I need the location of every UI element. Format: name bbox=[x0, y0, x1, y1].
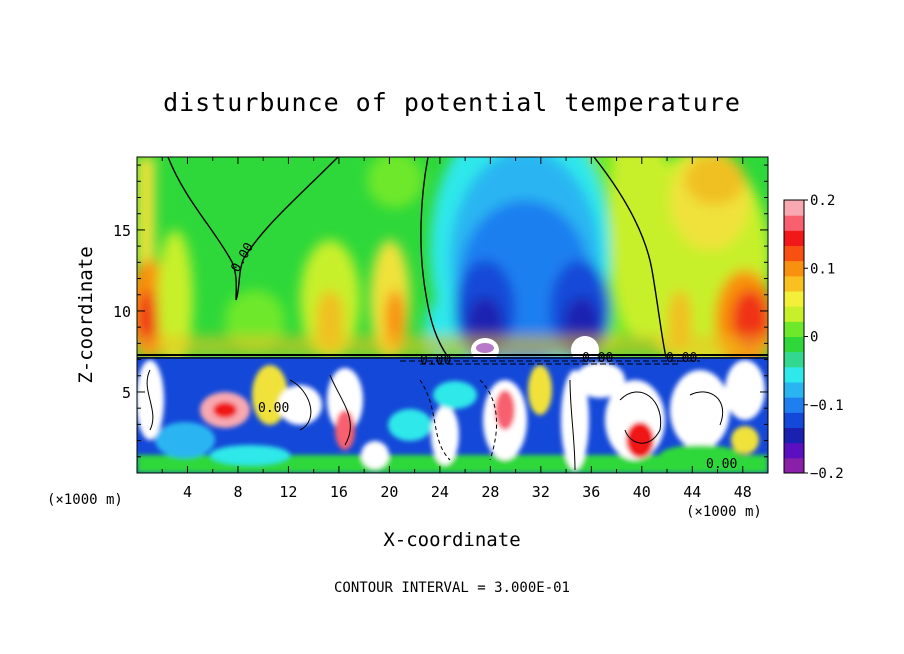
field-patch bbox=[431, 405, 459, 465]
field-patch bbox=[433, 381, 477, 409]
colorbar-label: 0 bbox=[810, 330, 818, 346]
x-tick-label: 32 bbox=[532, 483, 550, 501]
x-tick-label: 36 bbox=[582, 483, 600, 501]
upper-contours bbox=[167, 157, 667, 358]
x-tick-label: 44 bbox=[683, 483, 701, 501]
y-axis: 5 10 15 bbox=[113, 164, 768, 458]
colorbar-swatch bbox=[784, 351, 804, 368]
field-blob bbox=[685, 157, 745, 205]
field-cap bbox=[476, 343, 494, 353]
upper-field bbox=[137, 157, 768, 390]
field-patch bbox=[528, 365, 552, 415]
contour-line bbox=[479, 379, 498, 461]
x-axis: 4 8 12 16 20 24 28 32 36 40 44 48 bbox=[161, 157, 752, 501]
colorbar-label: 0.1 bbox=[810, 261, 835, 277]
x-tick-label: 24 bbox=[431, 483, 449, 501]
contour-line bbox=[689, 391, 724, 426]
x-axis-label: X-coordinate bbox=[383, 529, 520, 551]
plot-area bbox=[137, 157, 768, 473]
colorbar-label: −0.1 bbox=[810, 398, 844, 414]
contour-line bbox=[289, 379, 312, 431]
colorbar-label: 0.2 bbox=[810, 193, 835, 209]
colorbar-swatch bbox=[784, 336, 804, 353]
field-blob bbox=[367, 157, 423, 208]
field-patch bbox=[210, 445, 290, 465]
y-tick-label: 15 bbox=[113, 222, 131, 240]
colorbar-swatch bbox=[784, 321, 804, 337]
x-tick-label: 40 bbox=[633, 483, 651, 501]
x-unit-left: (×1000 m) bbox=[47, 492, 123, 508]
field-band bbox=[137, 455, 768, 473]
y-axis-label: Z-coordinate bbox=[75, 246, 97, 383]
colorbar-swatch bbox=[784, 245, 804, 262]
colorbar-swatch bbox=[784, 260, 804, 277]
colorbar-swatch bbox=[784, 291, 804, 307]
x-tick-label: 8 bbox=[233, 483, 242, 501]
contour-line bbox=[146, 369, 154, 431]
colorbar-swatch bbox=[784, 366, 804, 383]
contour-line bbox=[593, 157, 667, 358]
field-patch bbox=[660, 445, 740, 465]
x-tick-label: 20 bbox=[380, 483, 398, 501]
field-band bbox=[137, 335, 768, 357]
lower-field bbox=[137, 357, 768, 473]
inversion-layer bbox=[137, 354, 768, 365]
colorbar-swatch bbox=[784, 397, 804, 413]
field-patch bbox=[670, 370, 730, 450]
contour-label: 0.00 bbox=[258, 401, 289, 416]
field-patch bbox=[361, 441, 389, 469]
field-patch bbox=[327, 368, 363, 432]
field-patch bbox=[155, 422, 215, 458]
colorbar-swatch bbox=[784, 306, 804, 322]
contour-label: 0.00 bbox=[706, 457, 737, 472]
field-patch bbox=[335, 410, 355, 450]
contour-line bbox=[619, 391, 662, 444]
x-unit-right: (×1000 m) bbox=[686, 504, 762, 520]
lower-contours bbox=[146, 369, 724, 471]
field-patch bbox=[495, 390, 515, 430]
contour-label: 0.00 bbox=[420, 353, 451, 368]
contour-interval-note: CONTOUR INTERVAL = 3.000E-01 bbox=[334, 580, 570, 596]
colorbar-swatch bbox=[784, 427, 804, 444]
colorbar-swatch bbox=[784, 230, 804, 246]
field-patch bbox=[575, 362, 625, 398]
colorbar-swatch bbox=[784, 412, 804, 428]
x-tick-label: 28 bbox=[481, 483, 499, 501]
x-tick-label: 12 bbox=[279, 483, 297, 501]
field-patch bbox=[731, 426, 759, 454]
x-tick-label: 4 bbox=[183, 483, 192, 501]
colorbar-swatch bbox=[784, 275, 804, 292]
y-tick-label: 5 bbox=[122, 384, 131, 402]
colorbar-swatch bbox=[784, 200, 804, 216]
contour-line bbox=[420, 157, 449, 358]
colorbar-swatch bbox=[784, 382, 804, 398]
colorbar-swatch bbox=[784, 215, 804, 231]
colorbar-label: −0.2 bbox=[810, 466, 844, 482]
field-patch bbox=[725, 360, 765, 420]
field-patch bbox=[388, 409, 432, 441]
x-tick-label: 48 bbox=[734, 483, 752, 501]
chart-title: disturbunce of potential temperature bbox=[163, 88, 741, 117]
field-patch bbox=[561, 370, 589, 470]
contour-label: 0.00 bbox=[582, 351, 613, 366]
colorbar: 0.2 0.1 0 −0.1 −0.2 bbox=[783, 193, 844, 482]
contour-line bbox=[569, 379, 576, 471]
plot-frame bbox=[136, 156, 769, 474]
contour-line bbox=[419, 379, 451, 461]
field-patch bbox=[213, 402, 237, 418]
x-tick-label: 16 bbox=[330, 483, 348, 501]
y-tick-label: 10 bbox=[113, 303, 131, 321]
contour-line bbox=[167, 157, 339, 301]
colorbar-swatch bbox=[784, 442, 804, 459]
contour-line bbox=[329, 374, 351, 446]
contour-label: 0.00 bbox=[666, 351, 697, 366]
field-patch bbox=[626, 422, 654, 458]
colorbar-swatch bbox=[784, 457, 804, 474]
